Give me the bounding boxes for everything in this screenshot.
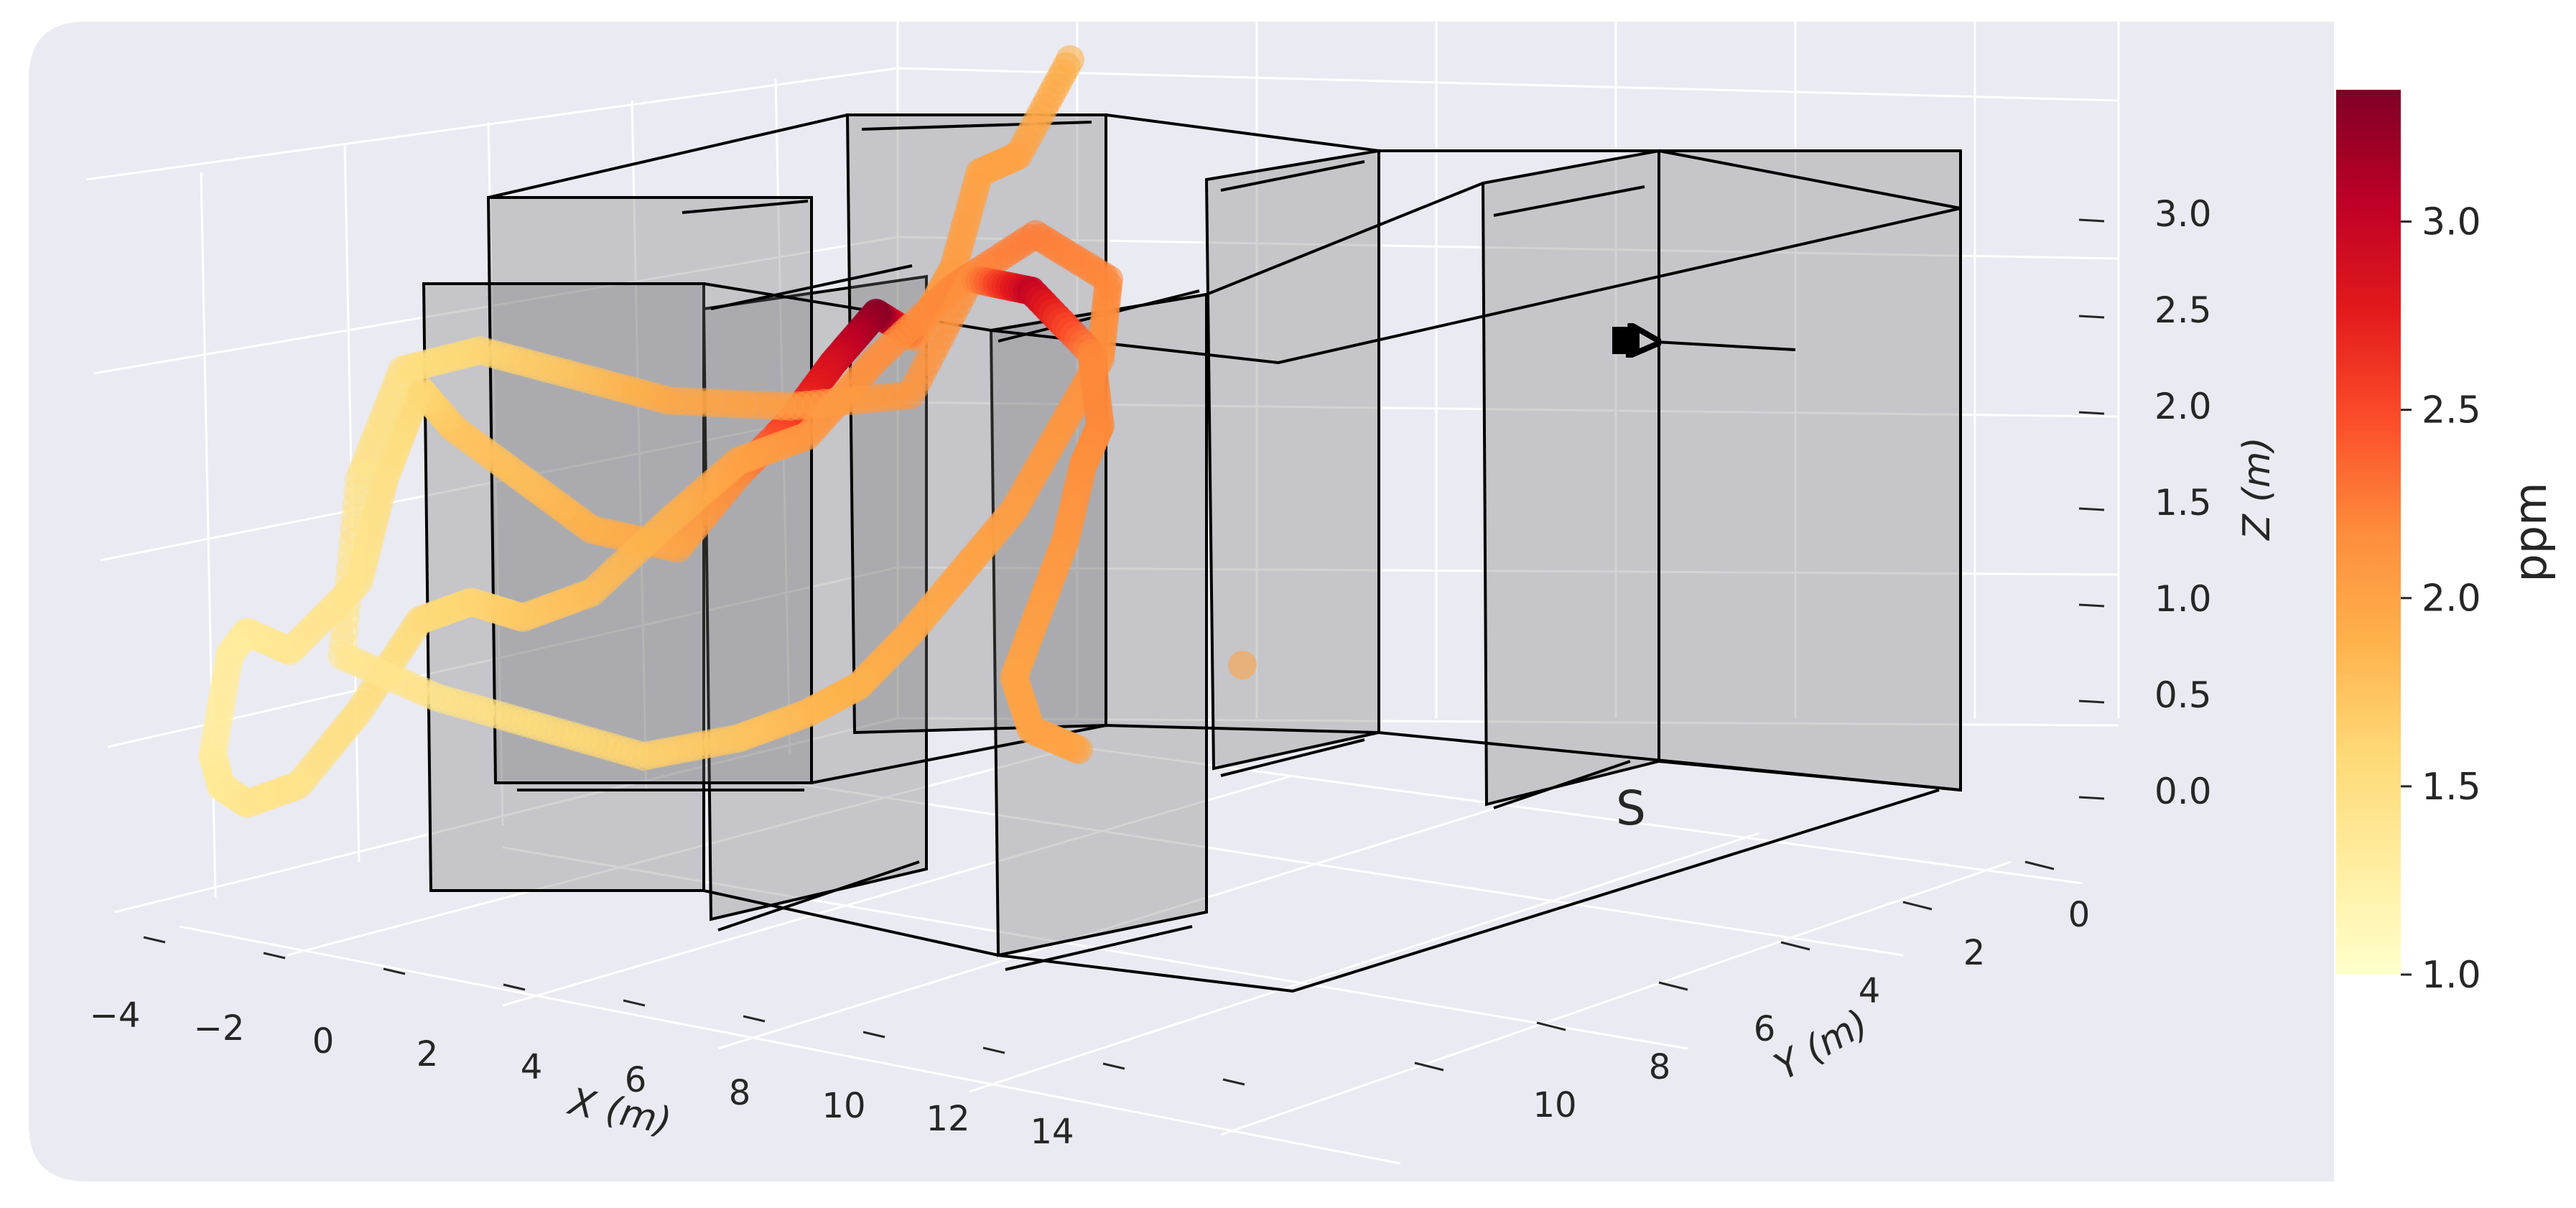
z-tick-mark: [2078, 411, 2105, 415]
z-tick-mark: [2078, 796, 2105, 800]
z-tick-label: 2.0: [2154, 386, 2212, 427]
x-tick-label: 4: [521, 1047, 543, 1087]
x-tick-label: 8: [729, 1073, 751, 1113]
z-tick-mark: [2078, 700, 2105, 704]
z-tick-label: 1.0: [2154, 578, 2212, 620]
z-tick-mark: [2078, 315, 2105, 319]
y-tick-mark: [1902, 901, 1933, 911]
x-tick-mark: [982, 1046, 1005, 1054]
trajectory-points: [198, 45, 1257, 818]
y-tick-label: 8: [1649, 1047, 1671, 1087]
z-tick-label: 1.5: [2154, 482, 2212, 524]
wall-panel: [1657, 149, 1962, 792]
trajectory-point: [1064, 735, 1093, 764]
x-tick-label: 10: [822, 1086, 865, 1126]
source-label: S: [1616, 781, 1646, 836]
z-tick-label: 0.0: [2154, 771, 2212, 812]
x-tick-mark: [383, 967, 406, 975]
sensor-marker: [1612, 327, 1640, 354]
sensor-arrow: [1655, 342, 1796, 350]
colorbar-ticks: 1.0 1.5 2.0 2.5 3.0: [2401, 200, 2481, 997]
y-tick-label: 10: [1533, 1085, 1576, 1125]
x-tick-label: 0: [312, 1021, 335, 1061]
y-axis-ticks: 0 2 4 6 8 10: [1414, 860, 2091, 1125]
x-tick-label: −2: [194, 1008, 245, 1049]
wall-panel: [1204, 149, 1380, 771]
x-tick-label: 6: [625, 1060, 647, 1100]
z-tick-mark: [2078, 507, 2105, 511]
colorbar-tick-label: 3.0: [2422, 200, 2481, 243]
z-axis-ticks: 0.0 0.5 1.0 1.5 2.0 2.5 3.0: [2078, 193, 2212, 812]
y-tick-mark: [1414, 1061, 1444, 1072]
colorbar-tick-label: 1.0: [2422, 954, 2481, 997]
colorbar-tick-label: 2.5: [2422, 389, 2481, 432]
wall-panel: [1481, 149, 1660, 807]
z-tick-label: 2.5: [2154, 289, 2212, 331]
x-tick-label: −4: [90, 995, 141, 1036]
room-outlines: [424, 113, 1961, 993]
x-tick-mark: [862, 1031, 885, 1039]
z-tick-label: 3.0: [2154, 193, 2212, 235]
colorbar-tick-label: 1.5: [2422, 766, 2481, 809]
y-tick-mark: [2024, 860, 2055, 870]
y-tick-label: 2: [1963, 933, 1986, 973]
x-tick-label: 12: [926, 1099, 970, 1139]
y-tick-label: 4: [1859, 971, 1881, 1011]
x-axis-ticks: −4 −2 0 2 4 6 8 10 12 14: [90, 936, 1245, 1152]
z-tick-label: 0.5: [2154, 674, 2212, 716]
trajectory-point: [1228, 651, 1257, 679]
y-tick-mark: [1658, 981, 1688, 991]
x-tick-mark: [623, 999, 646, 1007]
z-axis-label: Z (m): [2236, 437, 2279, 541]
x-tick-mark: [1222, 1078, 1245, 1086]
y-tick-label: 6: [1754, 1009, 1776, 1049]
y-tick-mark: [1780, 941, 1810, 951]
x-tick-mark: [1102, 1062, 1125, 1070]
y-tick-mark: [1536, 1021, 1566, 1031]
z-tick-mark: [2078, 603, 2105, 608]
x-tick-mark: [743, 1015, 766, 1023]
colorbar-label: ppm: [2504, 482, 2557, 582]
x-tick-mark: [143, 936, 166, 944]
z-tick-mark: [2078, 218, 2105, 223]
x-tick-label: 14: [1030, 1112, 1074, 1152]
y-tick-label: 0: [2068, 895, 2091, 935]
x-tick-mark: [503, 983, 526, 991]
colorbar-tick-label: 2.0: [2422, 577, 2481, 621]
x-tick-mark: [263, 952, 286, 960]
x-tick-label: 2: [417, 1034, 439, 1074]
colorbar: [2336, 90, 2401, 975]
